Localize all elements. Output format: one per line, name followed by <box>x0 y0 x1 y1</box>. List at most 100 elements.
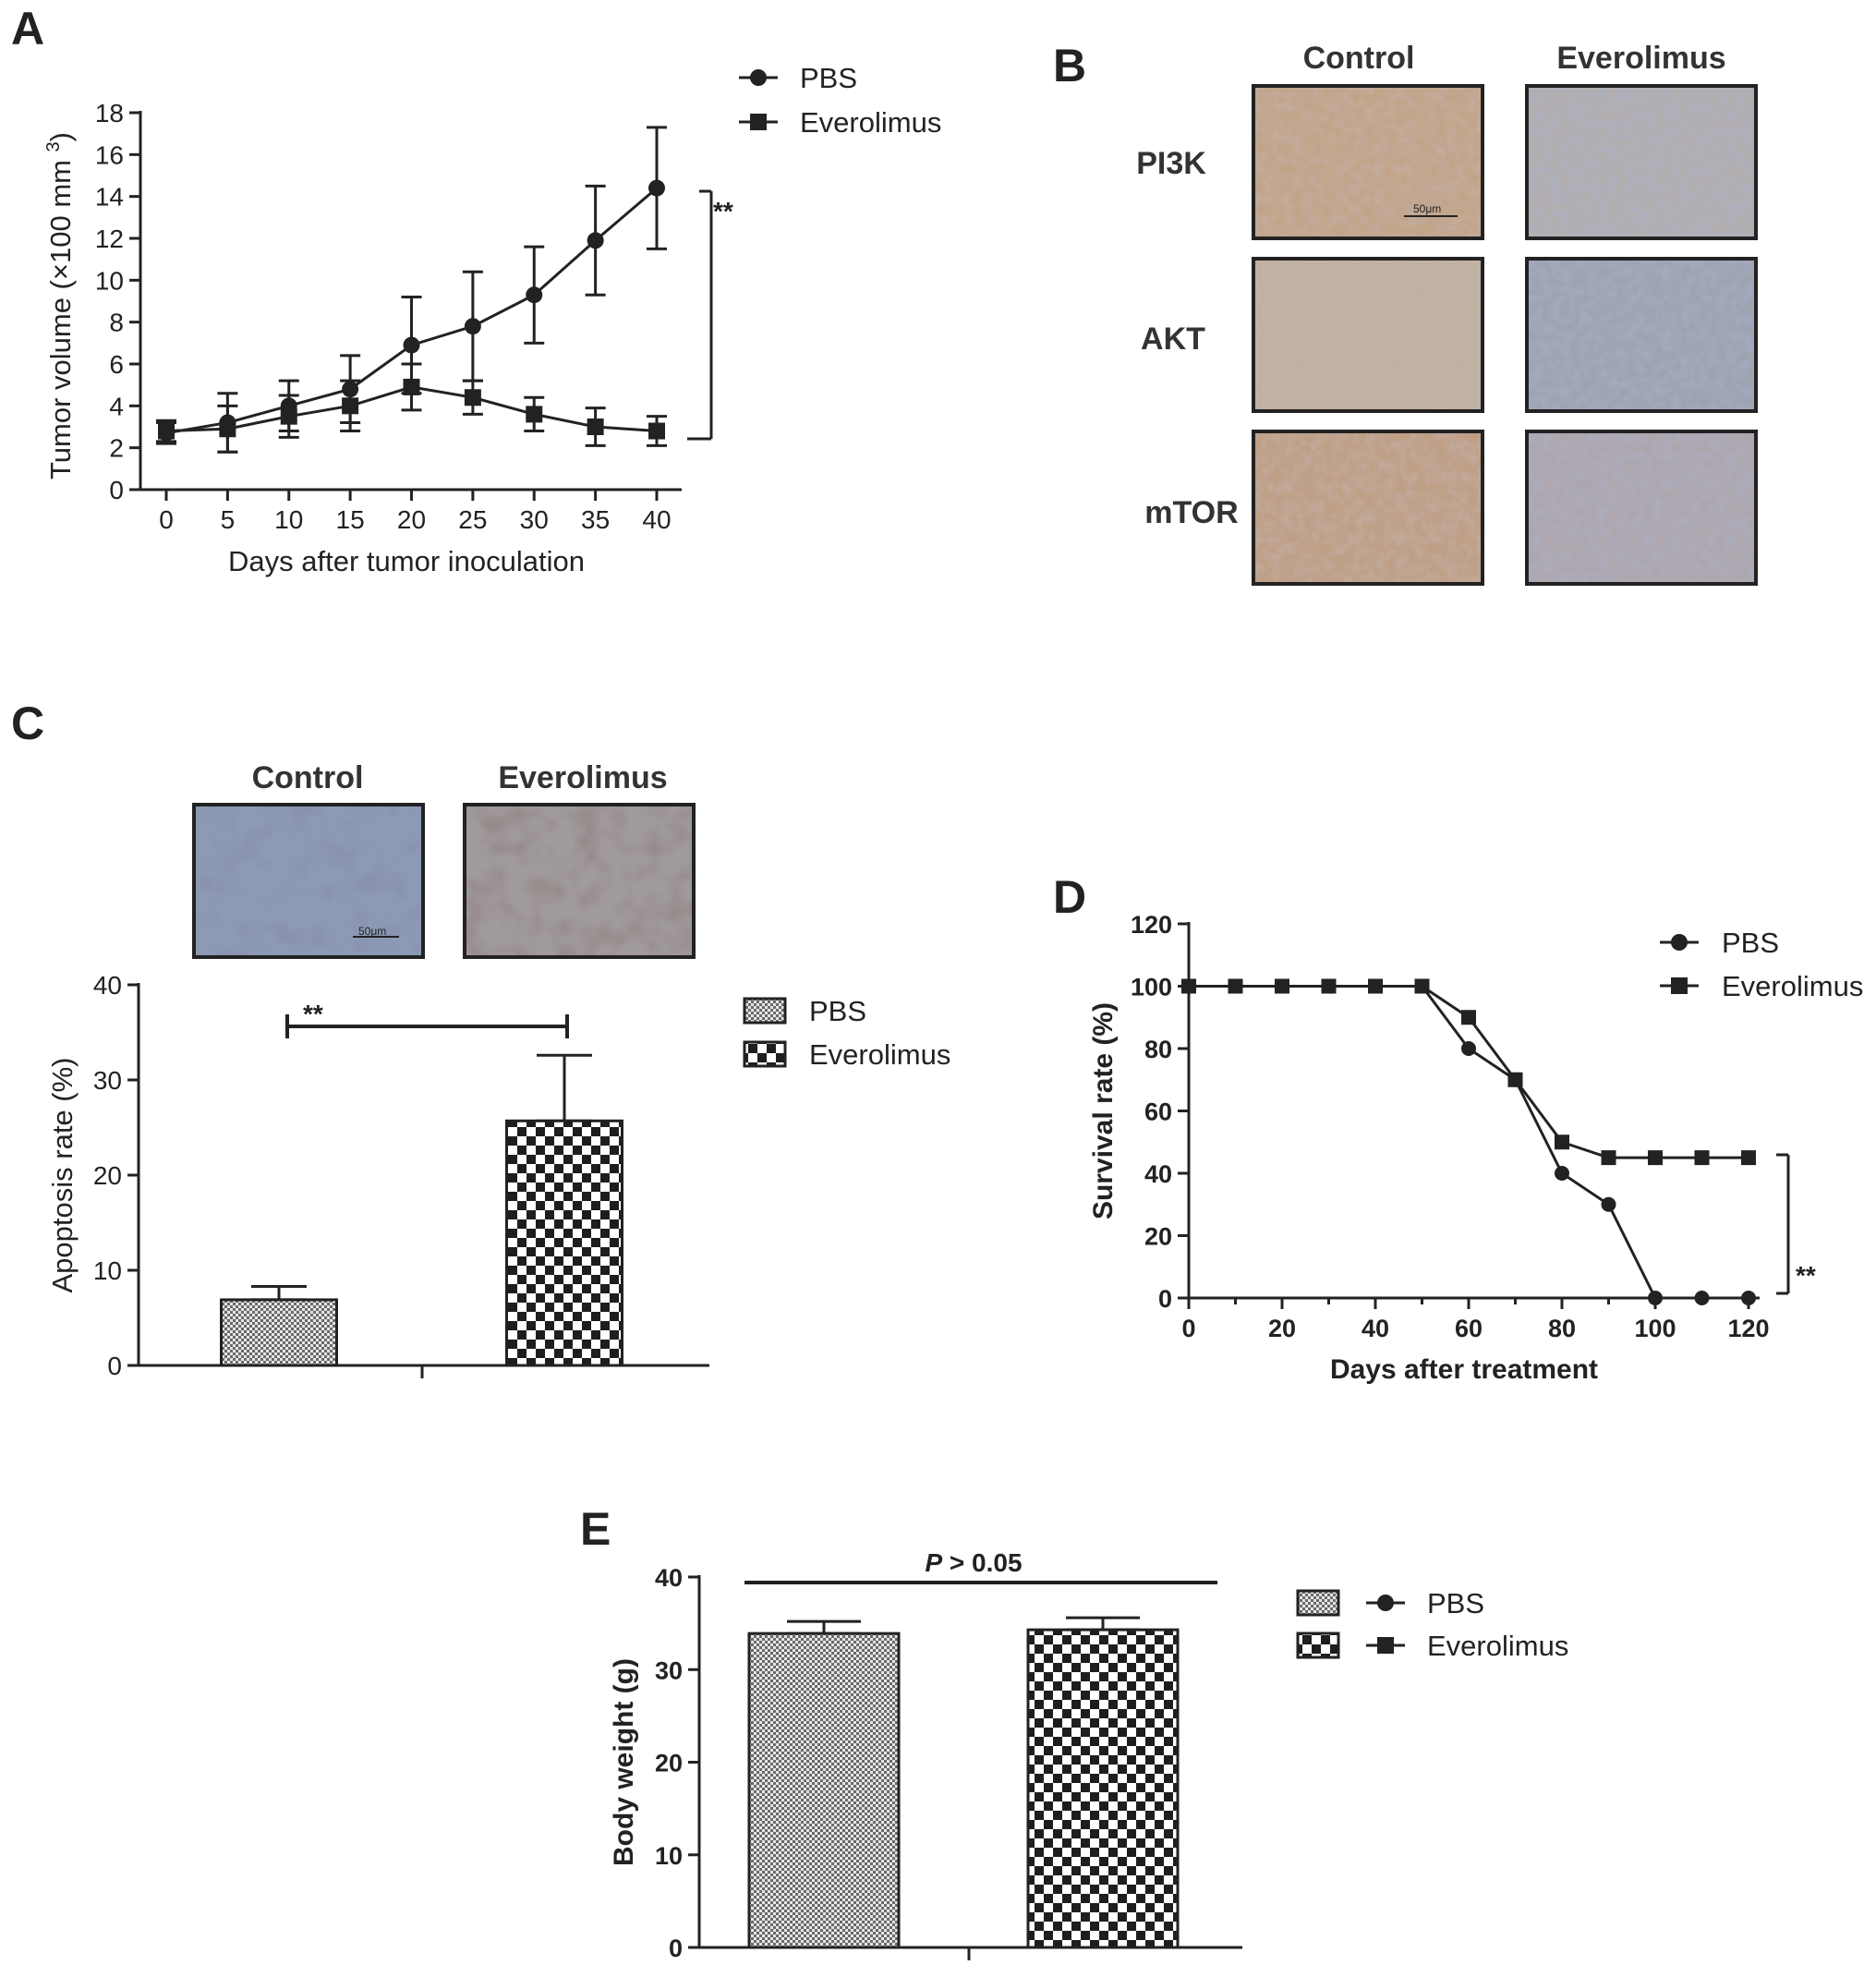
data-point <box>219 420 236 438</box>
legend-marker-everolimus <box>750 114 767 130</box>
data-point <box>526 406 543 423</box>
x-tick-label: 35 <box>581 505 610 534</box>
ihc-panel-c: Control Everolimus 50μm <box>192 760 696 959</box>
y-tick-label: 4 <box>109 392 124 420</box>
panel-label-d: D <box>1053 871 1086 923</box>
data-point <box>587 232 604 249</box>
data-point <box>1648 1291 1663 1305</box>
ihc-b-col-everolimus: Everolimus <box>1556 41 1725 76</box>
x-tick-label: 100 <box>1634 1315 1676 1342</box>
series-pbs <box>1181 978 1756 1305</box>
error-bar <box>251 1285 307 1302</box>
chart-d-survival: 0 20 40 60 80 100 120 0 20 40 60 80 100 120 Days after… <box>1088 911 1863 1385</box>
data-point <box>1741 1291 1756 1305</box>
data-point <box>587 418 604 435</box>
x-tick-label: 80 <box>1548 1315 1576 1342</box>
significance-label: ** <box>713 197 733 225</box>
x-tick-label: 5 <box>221 505 236 534</box>
scale-bar-label: 50μm <box>358 925 386 938</box>
x-tick-label: 120 <box>1727 1315 1769 1342</box>
bar-pbs <box>747 1619 901 1949</box>
y-tick-label: 10 <box>95 266 124 295</box>
y-axis-label-main: Tumor volume (×100 mm <box>44 152 77 479</box>
legend-label-everolimus: Everolimus <box>1722 970 1863 1002</box>
significance-label: ** <box>1796 1261 1816 1290</box>
legend-marker-pbs <box>750 69 767 86</box>
ihc-c-col-everolimus: Everolimus <box>498 760 667 795</box>
significance-p: P <box>925 1548 942 1577</box>
series-line-pbs <box>1189 985 1749 1300</box>
data-point <box>648 179 665 197</box>
legend-label-pbs: PBS <box>800 62 857 94</box>
y-tick-label: 0 <box>107 1352 122 1380</box>
data-point <box>342 397 359 415</box>
data-point <box>1461 1041 1476 1056</box>
y-tick-label: 30 <box>93 1066 122 1095</box>
y-tick-label: 8 <box>109 309 124 337</box>
y-tick-label: 12 <box>95 224 124 253</box>
y-axis-label: Tumor volume (×100 mm 3) <box>43 132 77 479</box>
ihc-image-pi3k-everolimus <box>1525 84 1758 240</box>
x-tick-label: 10 <box>274 505 303 534</box>
x-tick-label: 0 <box>1181 1315 1195 1342</box>
y-tick-label: 0 <box>1158 1285 1172 1313</box>
panel-label-e: E <box>580 1503 611 1555</box>
bar-rect-everolimus <box>505 1119 623 1367</box>
ihc-image-akt-control <box>1252 257 1484 413</box>
legend-marker-everolimus <box>1671 977 1688 994</box>
y-tick-label: 14 <box>95 183 124 212</box>
x-tick-label: 0 <box>159 505 174 534</box>
bar-rect-pbs <box>220 1298 338 1367</box>
legend-swatch-pbs <box>1296 1589 1340 1617</box>
x-axis-label: Days after treatment <box>1330 1354 1598 1385</box>
y-tick-label: 20 <box>93 1161 122 1190</box>
legend-marker-everolimus <box>1377 1637 1394 1654</box>
data-point <box>1694 1150 1710 1166</box>
y-tick-label: 20 <box>655 1750 683 1777</box>
ihc-image-pi3k-control: 50μm <box>1252 84 1484 240</box>
y-tick-label: 2 <box>109 434 124 463</box>
y-tick-label: 60 <box>1144 1098 1172 1126</box>
chart-a-tumor-volume: 0 2 4 6 8 10 12 14 16 18 0 5 10 15 20 25 30 35 40 Days afte… <box>43 62 941 577</box>
ihc-b-row-pi3k: PI3K <box>1136 146 1206 181</box>
ihc-image-akt-everolimus <box>1525 257 1758 413</box>
y-tick-label: 0 <box>109 476 124 504</box>
data-point <box>1555 1166 1569 1181</box>
significance-value: > 0.05 <box>942 1548 1022 1577</box>
legend-label-everolimus: Everolimus <box>1427 1630 1568 1662</box>
series-everolimus <box>1181 978 1756 1166</box>
y-tick-label: 10 <box>93 1256 122 1285</box>
legend-label-pbs: PBS <box>1427 1587 1484 1619</box>
legend-swatch-everolimus <box>1296 1631 1340 1659</box>
data-point <box>1741 1150 1756 1166</box>
chart-e-body-weight: 0 10 20 30 40 Body weight (g) PBS Everolimus P >… <box>609 1548 1568 1962</box>
data-point <box>1228 978 1243 994</box>
ihc-panel-b: Control Everolimus PI3K AKT mTOR 50μm <box>1136 41 1758 586</box>
error-bar <box>537 1053 592 1122</box>
y-tick-label: 40 <box>655 1564 683 1592</box>
x-tick-label: 40 <box>642 505 671 534</box>
legend-label-pbs: PBS <box>1722 927 1779 959</box>
data-point <box>1461 1010 1476 1025</box>
scale-bar-label: 50μm <box>1413 202 1441 215</box>
data-point <box>1555 1134 1569 1150</box>
ihc-b-row-akt: AKT <box>1141 321 1205 357</box>
data-point <box>648 422 665 440</box>
chart-c-apoptosis: 0 10 20 30 40 Apoptosis rate (%) PBS Everolimus… <box>46 971 950 1380</box>
legend-marker-pbs <box>1671 934 1688 951</box>
significance-label: ** <box>303 1000 323 1028</box>
y-tick-label: 80 <box>1144 1036 1172 1063</box>
x-tick-label: 20 <box>397 505 426 534</box>
y-axis-label: Body weight (g) <box>609 1658 639 1866</box>
panel-label-b: B <box>1053 40 1086 91</box>
y-tick-label: 40 <box>1144 1160 1172 1188</box>
y-tick-label: 40 <box>93 971 122 1000</box>
bar-rect-pbs <box>747 1631 901 1949</box>
x-tick-label: 25 <box>458 505 487 534</box>
y-tick-label: 18 <box>95 99 124 127</box>
data-point <box>1601 1196 1616 1212</box>
x-tick-label: 15 <box>336 505 365 534</box>
data-point <box>1275 978 1289 994</box>
data-point <box>158 422 175 440</box>
data-point <box>1601 1150 1616 1166</box>
